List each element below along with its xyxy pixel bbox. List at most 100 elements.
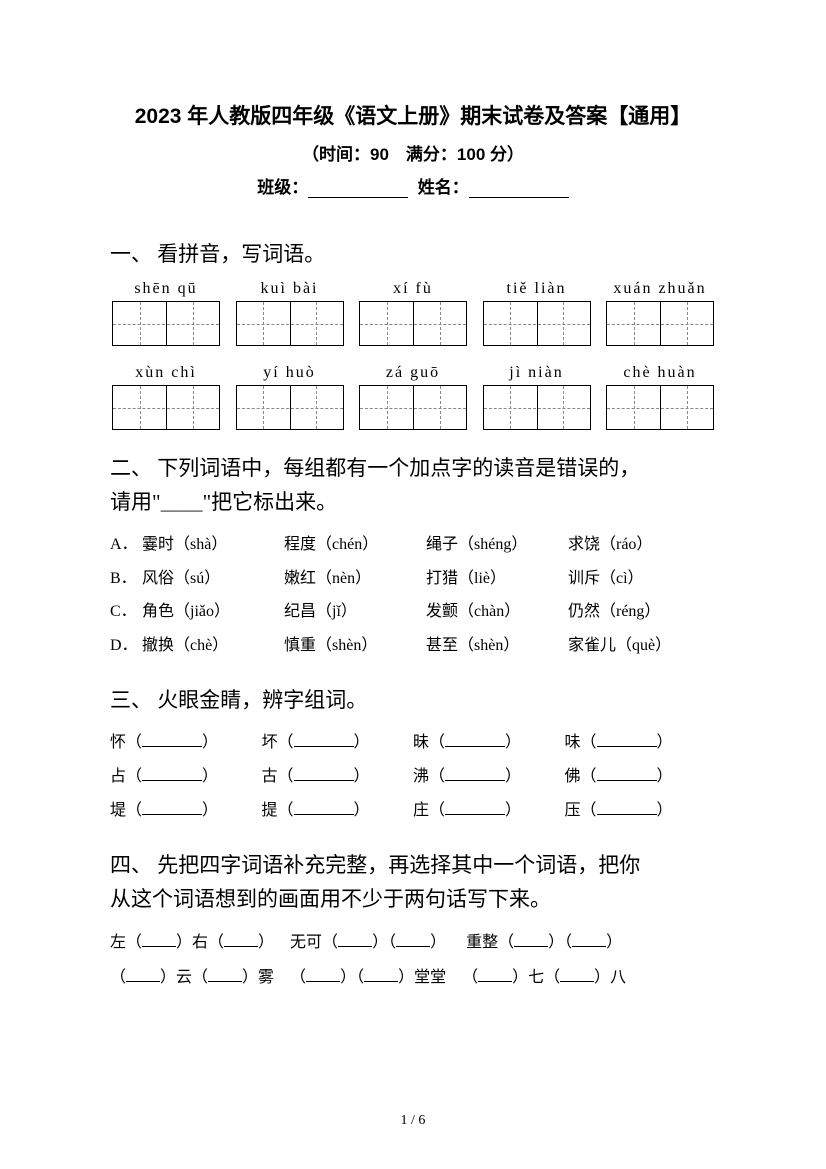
option-label: B． [110, 562, 142, 596]
fill-blank[interactable] [294, 731, 354, 747]
fill-blank[interactable] [338, 931, 372, 947]
pinyin-label: xí fù [359, 280, 467, 298]
fill-blank[interactable] [560, 966, 594, 982]
option-cell: 角色（jiǎo） [142, 595, 284, 629]
q4-items-row-2: （）云（）雾 （）（）堂堂 （）七（）八 [110, 960, 716, 995]
option-cell: 求饶（ráo） [568, 528, 710, 562]
pinyin-label: yí huò [236, 364, 344, 382]
pinyin-label: xuán zhuǎn [606, 280, 714, 298]
pinyin-label: zá guō [359, 364, 467, 382]
tianzige-box[interactable] [236, 301, 344, 346]
option-label: A． [110, 528, 142, 562]
option-cell: 嫩红（nèn） [284, 562, 426, 596]
fill-blank[interactable] [514, 931, 548, 947]
q3-cell: 沸（） [413, 760, 565, 794]
option-label: D． [110, 629, 142, 663]
option-cell: 风俗（sú） [142, 562, 284, 596]
fill-blank[interactable] [478, 966, 512, 982]
class-label: 班级： [257, 178, 308, 197]
fill-blank[interactable] [294, 765, 354, 781]
q4-heading-line2: 从这个词语想到的画面用不少于两句话写下来。 [110, 883, 716, 913]
q2-option-row: C． 角色（jiǎo） 纪昌（jǐ） 发颤（chàn） 仍然（réng） [110, 595, 716, 629]
class-name-row: 班级： 姓名： [110, 173, 716, 198]
pinyin-label: chè huàn [606, 364, 714, 382]
q2-option-row: A． 霎时（shà） 程度（chén） 绳子（shéng） 求饶（ráo） [110, 528, 716, 562]
pinyin-label: jì niàn [483, 364, 591, 382]
class-blank[interactable] [308, 181, 408, 198]
fill-blank[interactable] [597, 731, 657, 747]
q3-cell: 怀（） [110, 726, 262, 760]
q1-pinyin-row-2: xùn chì yí huò zá guō jì niàn chè huàn [110, 364, 716, 382]
option-cell: 撤换（chè） [142, 629, 284, 663]
q4-heading-line1: 四、 先把四字词语补充完整，再选择其中一个词语，把你 [110, 849, 716, 879]
pinyin-label: shēn qū [112, 280, 220, 298]
fill-blank[interactable] [396, 931, 430, 947]
q3-cell: 庄（） [413, 794, 565, 828]
q4-items-row-1: 左（）右（） 无可（）（） 重整（）（） [110, 925, 716, 960]
page-title: 2023 年人教版四年级《语文上册》期末试卷及答案【通用】 [110, 100, 716, 130]
option-cell: 霎时（shà） [142, 528, 284, 562]
q3-cell: 坏（） [262, 726, 414, 760]
q3-cell: 味（） [565, 726, 717, 760]
q3-cell: 佛（） [565, 760, 717, 794]
pinyin-label: kuì bài [236, 280, 344, 298]
q1-heading: 一、 看拼音，写词语。 [110, 238, 716, 268]
tianzige-box[interactable] [112, 385, 220, 430]
q3-cell: 压（） [565, 794, 717, 828]
fill-blank[interactable] [142, 765, 202, 781]
option-cell: 纪昌（jǐ） [284, 595, 426, 629]
option-cell: 慎重（shèn） [284, 629, 426, 663]
fill-blank[interactable] [306, 966, 340, 982]
fill-blank[interactable] [364, 966, 398, 982]
fill-blank[interactable] [294, 799, 354, 815]
fill-blank[interactable] [224, 931, 258, 947]
fill-blank[interactable] [142, 799, 202, 815]
option-cell: 绳子（shéng） [426, 528, 568, 562]
option-cell: 发颤（chàn） [426, 595, 568, 629]
option-cell: 家雀儿（què） [568, 629, 710, 663]
tianzige-box[interactable] [483, 385, 591, 430]
q1-pinyin-row-1: shēn qū kuì bài xí fù tiě liàn xuán zhuǎ… [110, 280, 716, 298]
fill-blank[interactable] [445, 765, 505, 781]
fill-blank[interactable] [597, 765, 657, 781]
option-cell: 仍然（réng） [568, 595, 710, 629]
q3-row: 占（） 古（） 沸（） 佛（） [110, 760, 716, 794]
fill-blank[interactable] [142, 931, 176, 947]
name-label: 姓名： [418, 178, 469, 197]
q2-heading-line2: 请用"＿＿"把它标出来。 [110, 486, 716, 516]
q3-cell: 堤（） [110, 794, 262, 828]
tianzige-box[interactable] [112, 301, 220, 346]
q2-heading-line1: 二、 下列词语中，每组都有一个加点字的读音是错误的， [110, 452, 716, 482]
option-label: C． [110, 595, 142, 629]
tianzige-box[interactable] [359, 385, 467, 430]
fill-blank[interactable] [126, 966, 160, 982]
option-cell: 程度（chén） [284, 528, 426, 562]
tianzige-box[interactable] [606, 385, 714, 430]
pinyin-label: tiě liàn [483, 280, 591, 298]
tianzige-box[interactable] [236, 385, 344, 430]
q3-cell: 占（） [110, 760, 262, 794]
page-number: 1 / 6 [0, 1113, 826, 1129]
fill-blank[interactable] [208, 966, 242, 982]
q1-box-row-2 [110, 385, 716, 430]
q3-heading: 三、 火眼金睛，辨字组词。 [110, 684, 716, 714]
fill-blank[interactable] [142, 731, 202, 747]
option-cell: 打猎（liè） [426, 562, 568, 596]
option-cell: 训斥（cì） [568, 562, 710, 596]
q3-row: 怀（） 坏（） 昧（） 味（） [110, 726, 716, 760]
name-blank[interactable] [469, 181, 569, 198]
pinyin-label: xùn chì [112, 364, 220, 382]
tianzige-box[interactable] [483, 301, 591, 346]
q2-option-row: D． 撤换（chè） 慎重（shèn） 甚至（shèn） 家雀儿（què） [110, 629, 716, 663]
q3-cell: 昧（） [413, 726, 565, 760]
q2-option-row: B． 风俗（sú） 嫩红（nèn） 打猎（liè） 训斥（cì） [110, 562, 716, 596]
fill-blank[interactable] [445, 799, 505, 815]
fill-blank[interactable] [597, 799, 657, 815]
fill-blank[interactable] [572, 931, 606, 947]
tianzige-box[interactable] [359, 301, 467, 346]
fill-blank[interactable] [445, 731, 505, 747]
q3-row: 堤（） 提（） 庄（） 压（） [110, 794, 716, 828]
tianzige-box[interactable] [606, 301, 714, 346]
page-subtitle: （时间：90 满分：100 分） [110, 140, 716, 165]
q3-cell: 提（） [262, 794, 414, 828]
